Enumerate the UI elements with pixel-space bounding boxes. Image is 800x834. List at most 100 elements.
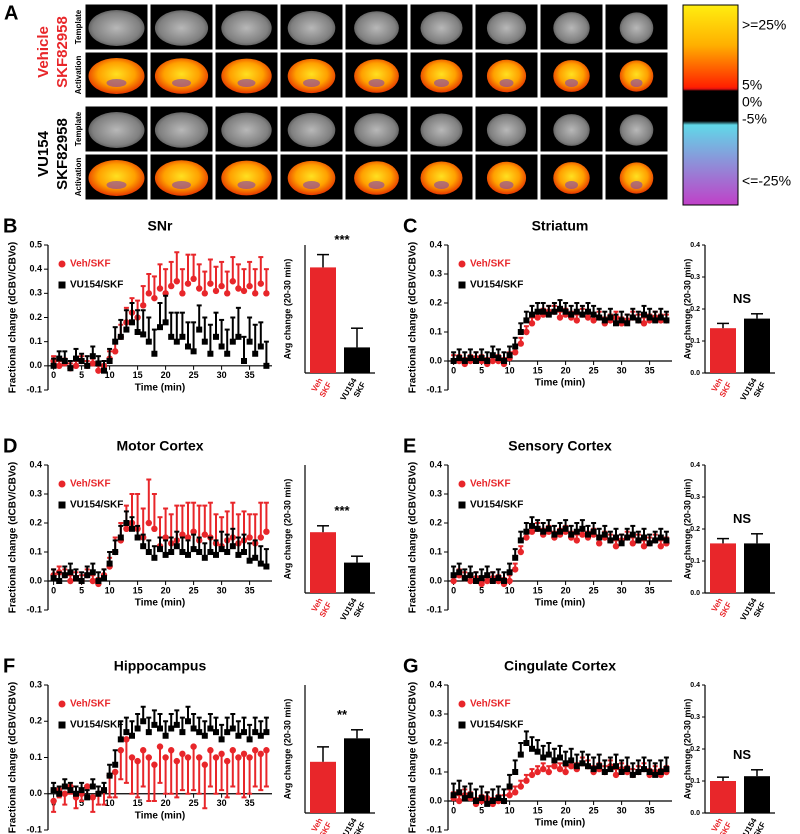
data-point [517,537,524,544]
data-point [89,794,97,801]
data-point [478,575,485,582]
data-point [461,575,468,582]
y-tick-label: 0.4 [429,679,442,689]
data-point [50,787,57,794]
significance-label: NS [733,291,751,306]
data-point [151,554,158,561]
legend-label: Veh/SKF [70,259,111,270]
data-point [145,729,152,736]
data-point [117,333,124,340]
data-point [89,783,96,790]
x-tick-label: 20 [561,585,571,595]
x-tick-label: 5 [79,370,84,380]
y-tick-label: 0.3 [429,488,442,498]
data-point [484,572,491,579]
data-point [596,534,603,541]
data-point [584,314,592,321]
y-tick-label: -0.1 [26,824,42,834]
data-point [579,760,586,767]
data-point [257,732,264,739]
data-point [473,798,479,804]
data-point [213,551,219,558]
y-tick-label: 0.4 [29,459,42,469]
data-point [140,747,147,754]
data-point [140,543,147,550]
data-point [495,355,502,362]
x-tick-label: 10 [105,370,115,380]
data-point [84,794,91,801]
legend-label: Veh/SKF [470,259,511,270]
panel-letter: C [403,215,417,237]
data-point [212,287,220,295]
row-label: Activation [74,158,83,197]
data-point [117,534,124,541]
data-point [112,768,119,776]
data-point [506,783,513,790]
data-point [607,314,614,321]
y-tick-label: 0.3 [690,274,700,281]
data-point [573,317,580,324]
data-point [596,540,603,547]
data-point [545,525,552,532]
data-point [190,348,197,355]
y-axis-label: Avg change (20-30 min) [282,479,292,580]
data-point [179,549,186,555]
data-point [629,771,636,778]
data-point [179,750,186,758]
data-point [529,311,535,318]
data-point [218,282,225,290]
x-tick-label: 35 [645,805,655,815]
x-tick-label: 0 [451,365,456,375]
x-tick-label: 25 [589,585,599,595]
data-point [450,358,457,364]
bar [744,543,770,593]
data-point [212,754,220,761]
legend-label: VU154/SKF [70,720,123,731]
data-point [613,534,619,541]
data-point [657,534,664,541]
data-point [501,358,507,364]
data-point [235,285,242,292]
colorbar-label: 0% [742,94,762,110]
group-label: Vehicle [35,26,52,78]
data-point [201,531,208,538]
legend-label: Veh/SKF [470,479,511,490]
data-point [123,736,130,743]
data-point [173,278,180,285]
data-point [134,757,141,765]
template-slice [486,11,527,45]
data-point [179,531,186,538]
x-tick-label: 20 [161,370,171,380]
data-point [123,326,130,333]
data-point [224,350,231,357]
x-tick-label: 15 [133,798,143,808]
legend-label: VU154/SKF [70,500,123,511]
data-point [579,311,586,318]
y-tick-label: 0.2 [29,312,42,322]
data-point [128,754,136,761]
data-point [257,750,264,758]
data-point [461,358,468,364]
y-axis-label: Fractional change (dCBV/CBVo) [8,462,19,614]
data-point [263,729,270,736]
legend-marker [458,700,466,708]
x-axis-label: Time (min) [535,818,585,829]
y-tick-label: 0.1 [429,326,442,336]
data-point [73,575,79,582]
y-axis-label: Fractional change (dCBV/CBVo) [408,682,419,834]
data-point [523,740,530,746]
data-point [257,560,264,567]
data-point [456,789,463,796]
data-point [450,572,457,579]
data-point [140,302,147,309]
colorbar [682,4,739,206]
data-point [252,747,259,754]
template-slice [486,113,527,147]
data-point [179,290,186,297]
significance-label: NS [733,747,751,762]
data-point [557,754,563,761]
activation-map [420,161,463,195]
data-point [123,729,130,736]
legend-marker [458,480,466,488]
data-point [117,736,124,743]
